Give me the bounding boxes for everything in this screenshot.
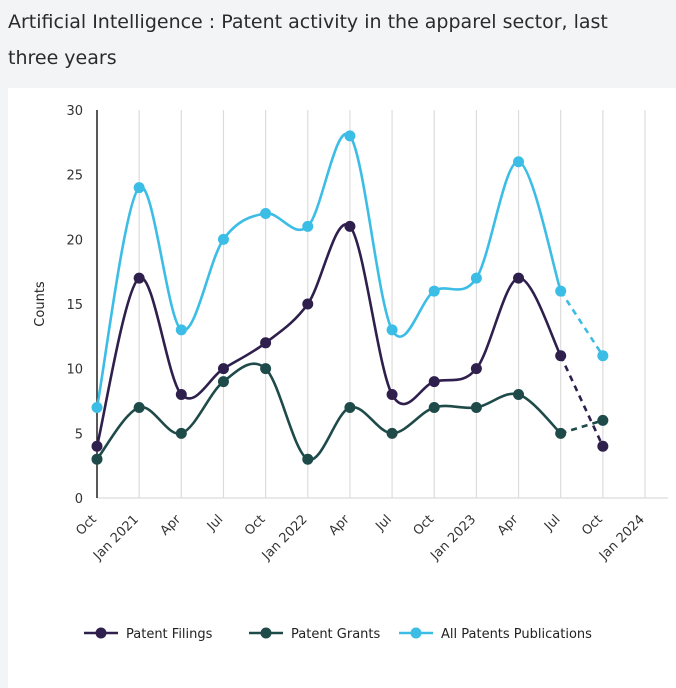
data-point [470,363,482,375]
series-line [95,362,562,461]
x-tick-label: Jan 2023 [427,512,479,564]
data-point [428,376,440,388]
series-line [95,223,562,447]
series-projection-line [559,355,605,447]
data-point [470,272,482,284]
x-tick-label: Apr [158,512,185,539]
data-point [386,427,398,439]
y-tick-label: 10 [66,363,83,378]
chart-card: 0 5 10 15 20 25 30 Oct Jan 2021 Apr Jul Oct Jan 202… [8,88,676,688]
legend-item: Patent Grants [249,627,381,642]
legend-item: Patent Filings [84,627,213,642]
data-point [217,233,229,245]
y-axis-label: Counts [33,281,48,327]
legend-label: Patent Filings [126,627,213,642]
data-point [597,350,609,362]
gridlines [97,110,668,499]
y-tick-label: 25 [66,169,83,184]
y-tick-label: 15 [66,298,83,313]
x-tick-label: Jan 2022 [259,512,311,564]
data-point [513,272,525,284]
data-point [133,401,145,413]
x-tick-label: Apr [495,512,522,539]
data-point [344,220,356,232]
data-point [175,389,187,401]
x-tick-label: Jul [541,512,563,534]
series-group [91,130,609,465]
legend-swatch-dot [95,627,107,639]
x-tick-label: Jul [372,512,394,534]
x-tick-label: Oct [579,512,606,539]
data-point [555,350,567,362]
data-point [513,156,525,168]
series-0 [91,220,609,452]
data-point [513,389,525,401]
data-point [470,401,482,413]
x-tick-label: Jan 2024 [596,512,648,564]
y-tick-label: 30 [66,104,83,119]
y-tick-label: 0 [75,492,83,507]
series-projection-line [560,419,604,435]
x-tick-label: Jan 2021 [90,512,142,564]
data-point [91,453,103,465]
data-point [133,182,145,194]
legend-item: All Patents Publications [399,627,592,642]
x-tick-label: Jul [204,512,226,534]
series-projection-line [559,290,604,357]
series-line [95,132,562,408]
data-point [386,324,398,336]
x-tick-label: Oct [411,512,438,539]
data-point [217,363,229,375]
series-1 [91,362,609,465]
data-point [555,427,567,439]
data-point [555,285,567,297]
data-point [302,220,314,232]
chart-title-container: Artificial Intelligence : Patent activit… [8,4,658,76]
x-tick-label: Apr [326,512,353,539]
data-point [597,440,609,452]
data-point [260,207,272,219]
y-tick-label: 5 [75,427,83,442]
data-point [260,363,272,375]
data-point [175,427,187,439]
data-point [344,401,356,413]
legend-swatch-dot [260,627,272,639]
data-point [344,130,356,142]
legend-label: All Patents Publications [441,627,592,642]
y-axis-ticks: 0 5 10 15 20 25 30 [66,104,83,507]
series-2 [91,130,609,413]
data-point [302,298,314,310]
data-point [91,440,103,452]
chart-title: Artificial Intelligence : Patent activit… [8,11,608,69]
data-point [302,453,314,465]
x-tick-label: Oct [73,512,100,539]
data-point [217,376,229,388]
y-tick-label: 20 [66,233,83,248]
data-point [428,401,440,413]
data-point [386,389,398,401]
data-point [597,414,609,426]
legend: Patent Filings Patent Grants All Patents P… [84,627,592,642]
legend-swatch-dot [410,627,422,639]
data-point [133,272,145,284]
x-tick-label: Oct [242,512,269,539]
data-point [428,285,440,297]
data-point [175,324,187,336]
legend-label: Patent Grants [291,627,381,642]
data-point [260,337,272,349]
data-point [91,401,103,413]
